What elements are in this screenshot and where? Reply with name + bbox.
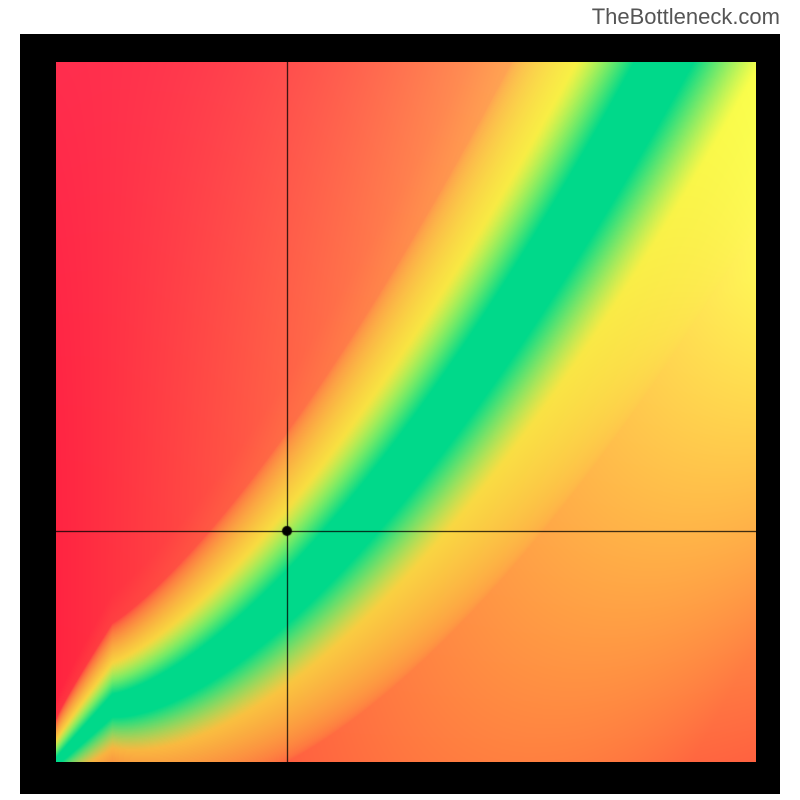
page-root: TheBottleneck.com (0, 0, 800, 800)
attribution-text: TheBottleneck.com (592, 4, 780, 30)
plot-frame (20, 34, 780, 794)
heatmap-canvas (56, 62, 756, 762)
